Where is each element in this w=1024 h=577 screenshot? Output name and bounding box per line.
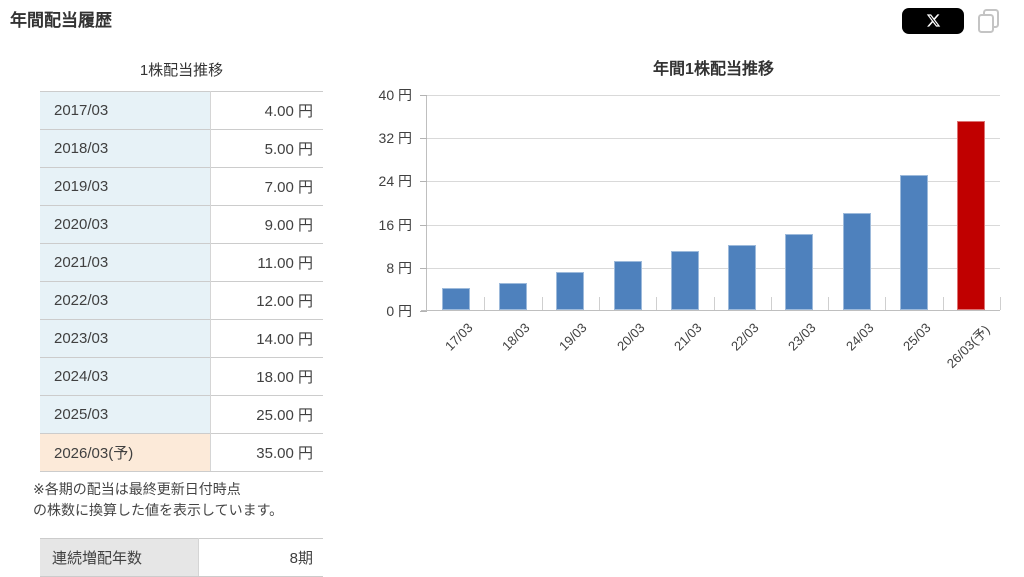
copy-icon [975,7,1002,37]
table-row: 2026/03(予) 35.00 円 [40,433,323,472]
gridline [427,95,1000,96]
table-row: 2025/03 25.00 円 [40,395,323,434]
y-axis-tick [420,138,427,140]
header-actions [902,7,1002,34]
x-axis-label: 18/03 [498,320,533,354]
chart-plot: 0 円 8 円 16 円 24 円 32 円 40 円 17/03 18/03 19/03 20/… [379,87,1001,371]
share-x-button[interactable] [902,7,964,34]
x-axis-label: 26/03(予) [944,322,994,372]
bar [498,283,527,310]
bar [613,261,642,310]
period-cell: 2018/03 [40,129,211,168]
dividend-value-cell: 4.00 円 [210,91,323,130]
bar [900,175,929,310]
period-cell: 2025/03 [40,395,211,434]
x-axis-tick [598,297,600,310]
table-row: 2018/03 5.00 円 [40,129,323,168]
dividend-value-cell: 11.00 円 [210,243,323,282]
dividend-table-title: 1株配当推移 [139,62,224,79]
period-cell: 2024/03 [40,357,211,396]
bar [670,250,699,310]
dividend-value-cell: 12.00 円 [210,281,323,320]
x-axis-label: 20/03 [613,320,648,354]
table-row: 2020/03 9.00 円 [40,205,323,244]
x-axis-tick [942,297,944,310]
y-axis-label: 0 円 [386,303,412,319]
table-row: 2019/03 7.00 円 [40,167,323,206]
dividend-value-cell: 5.00 円 [210,129,323,168]
x-axis-tick [484,297,486,310]
x-axis-label: 24/03 [842,320,877,354]
x-axis-tick [713,297,715,310]
x-axis-label: 17/03 [441,320,476,354]
streak-table: 連続増配年数 8期 [40,538,323,577]
dividend-value-cell: 9.00 円 [210,205,323,244]
dividend-value-cell: 35.00 円 [210,433,323,472]
y-axis-label: 24 円 [378,173,412,190]
dividend-value-cell: 25.00 円 [210,395,323,434]
bar [728,245,757,310]
period-cell: 2019/03 [40,167,211,206]
bar [441,288,470,310]
bar [785,234,814,310]
footnote-line-1: ※各期の配当は最終更新日付時点 [33,481,241,497]
gridline [427,138,1000,140]
bar [556,272,585,310]
x-axis-tick [541,297,543,310]
streak-row: 連続増配年数 8期 [40,538,323,577]
period-cell: 2023/03 [40,319,211,358]
period-cell: 2022/03 [40,281,211,320]
x-axis-tick [770,297,772,310]
x-axis-label: 23/03 [785,320,820,354]
table-row: 2023/03 14.00 円 [40,319,323,358]
x-axis-label: 19/03 [556,320,590,354]
x-axis-line [421,310,1000,311]
y-axis-label: 8 円 [386,259,412,276]
gridline [427,267,1000,269]
gridline [427,181,1000,183]
y-axis-label: 16 円 [378,216,412,233]
y-axis-tick [420,181,427,183]
dividend-value-cell: 14.00 円 [210,319,323,358]
x-axis-tick [1000,297,1001,310]
bar [842,212,871,310]
x-axis-label: 25/03 [900,320,934,354]
dividend-value-cell: 18.00 円 [210,357,323,396]
dividend-value-cell: 7.00 円 [210,167,323,206]
y-axis-label: 40 円 [378,87,412,103]
x-axis-label: 21/03 [670,320,705,354]
period-cell: 2017/03 [40,91,211,130]
period-cell: 2021/03 [40,243,211,282]
table-row: 2021/03 11.00 円 [40,243,323,282]
y-axis-label: 32 円 [378,130,412,147]
bar-forecast [957,121,986,310]
x-axis-tick [656,297,658,310]
y-axis-tick [420,267,427,269]
dividend-chart: 年間1株配当推移 0 円 8 円 16 円 24 円 32 円 40 円 17/03 18/0… [379,55,1020,395]
y-axis-tick [420,311,427,312]
table-row: 2022/03 12.00 円 [40,281,323,320]
dividend-history-panel: 1株配当推移 2017/03 4.00 円 2018/03 5.00 円 2019/03… [33,55,333,577]
streak-value: 8期 [198,538,323,577]
x-logo-icon [926,13,941,28]
y-axis-line [426,95,427,311]
period-cell: 2020/03 [40,205,211,244]
x-axis-label: 22/03 [728,320,762,354]
footnote-line-2: の株数に換算した値を表示しています。 [33,502,284,518]
period-cell: 2026/03(予) [40,433,211,472]
table-footnote: ※各期の配当は最終更新日付時点 の株数に換算した値を表示しています。 [33,479,333,521]
chart-title: 年間1株配当推移 [653,61,774,78]
table-row: 2017/03 4.00 円 [40,91,323,130]
streak-label: 連続増配年数 [40,538,199,577]
page-title: 年間配当履歴 [10,11,112,30]
y-axis-tick [420,95,427,96]
gridline [427,224,1000,226]
x-axis-tick [885,297,887,310]
table-row: 2024/03 18.00 円 [40,357,323,396]
y-axis-tick [420,224,427,226]
copy-button[interactable] [975,7,1002,34]
x-axis-tick [828,297,830,310]
